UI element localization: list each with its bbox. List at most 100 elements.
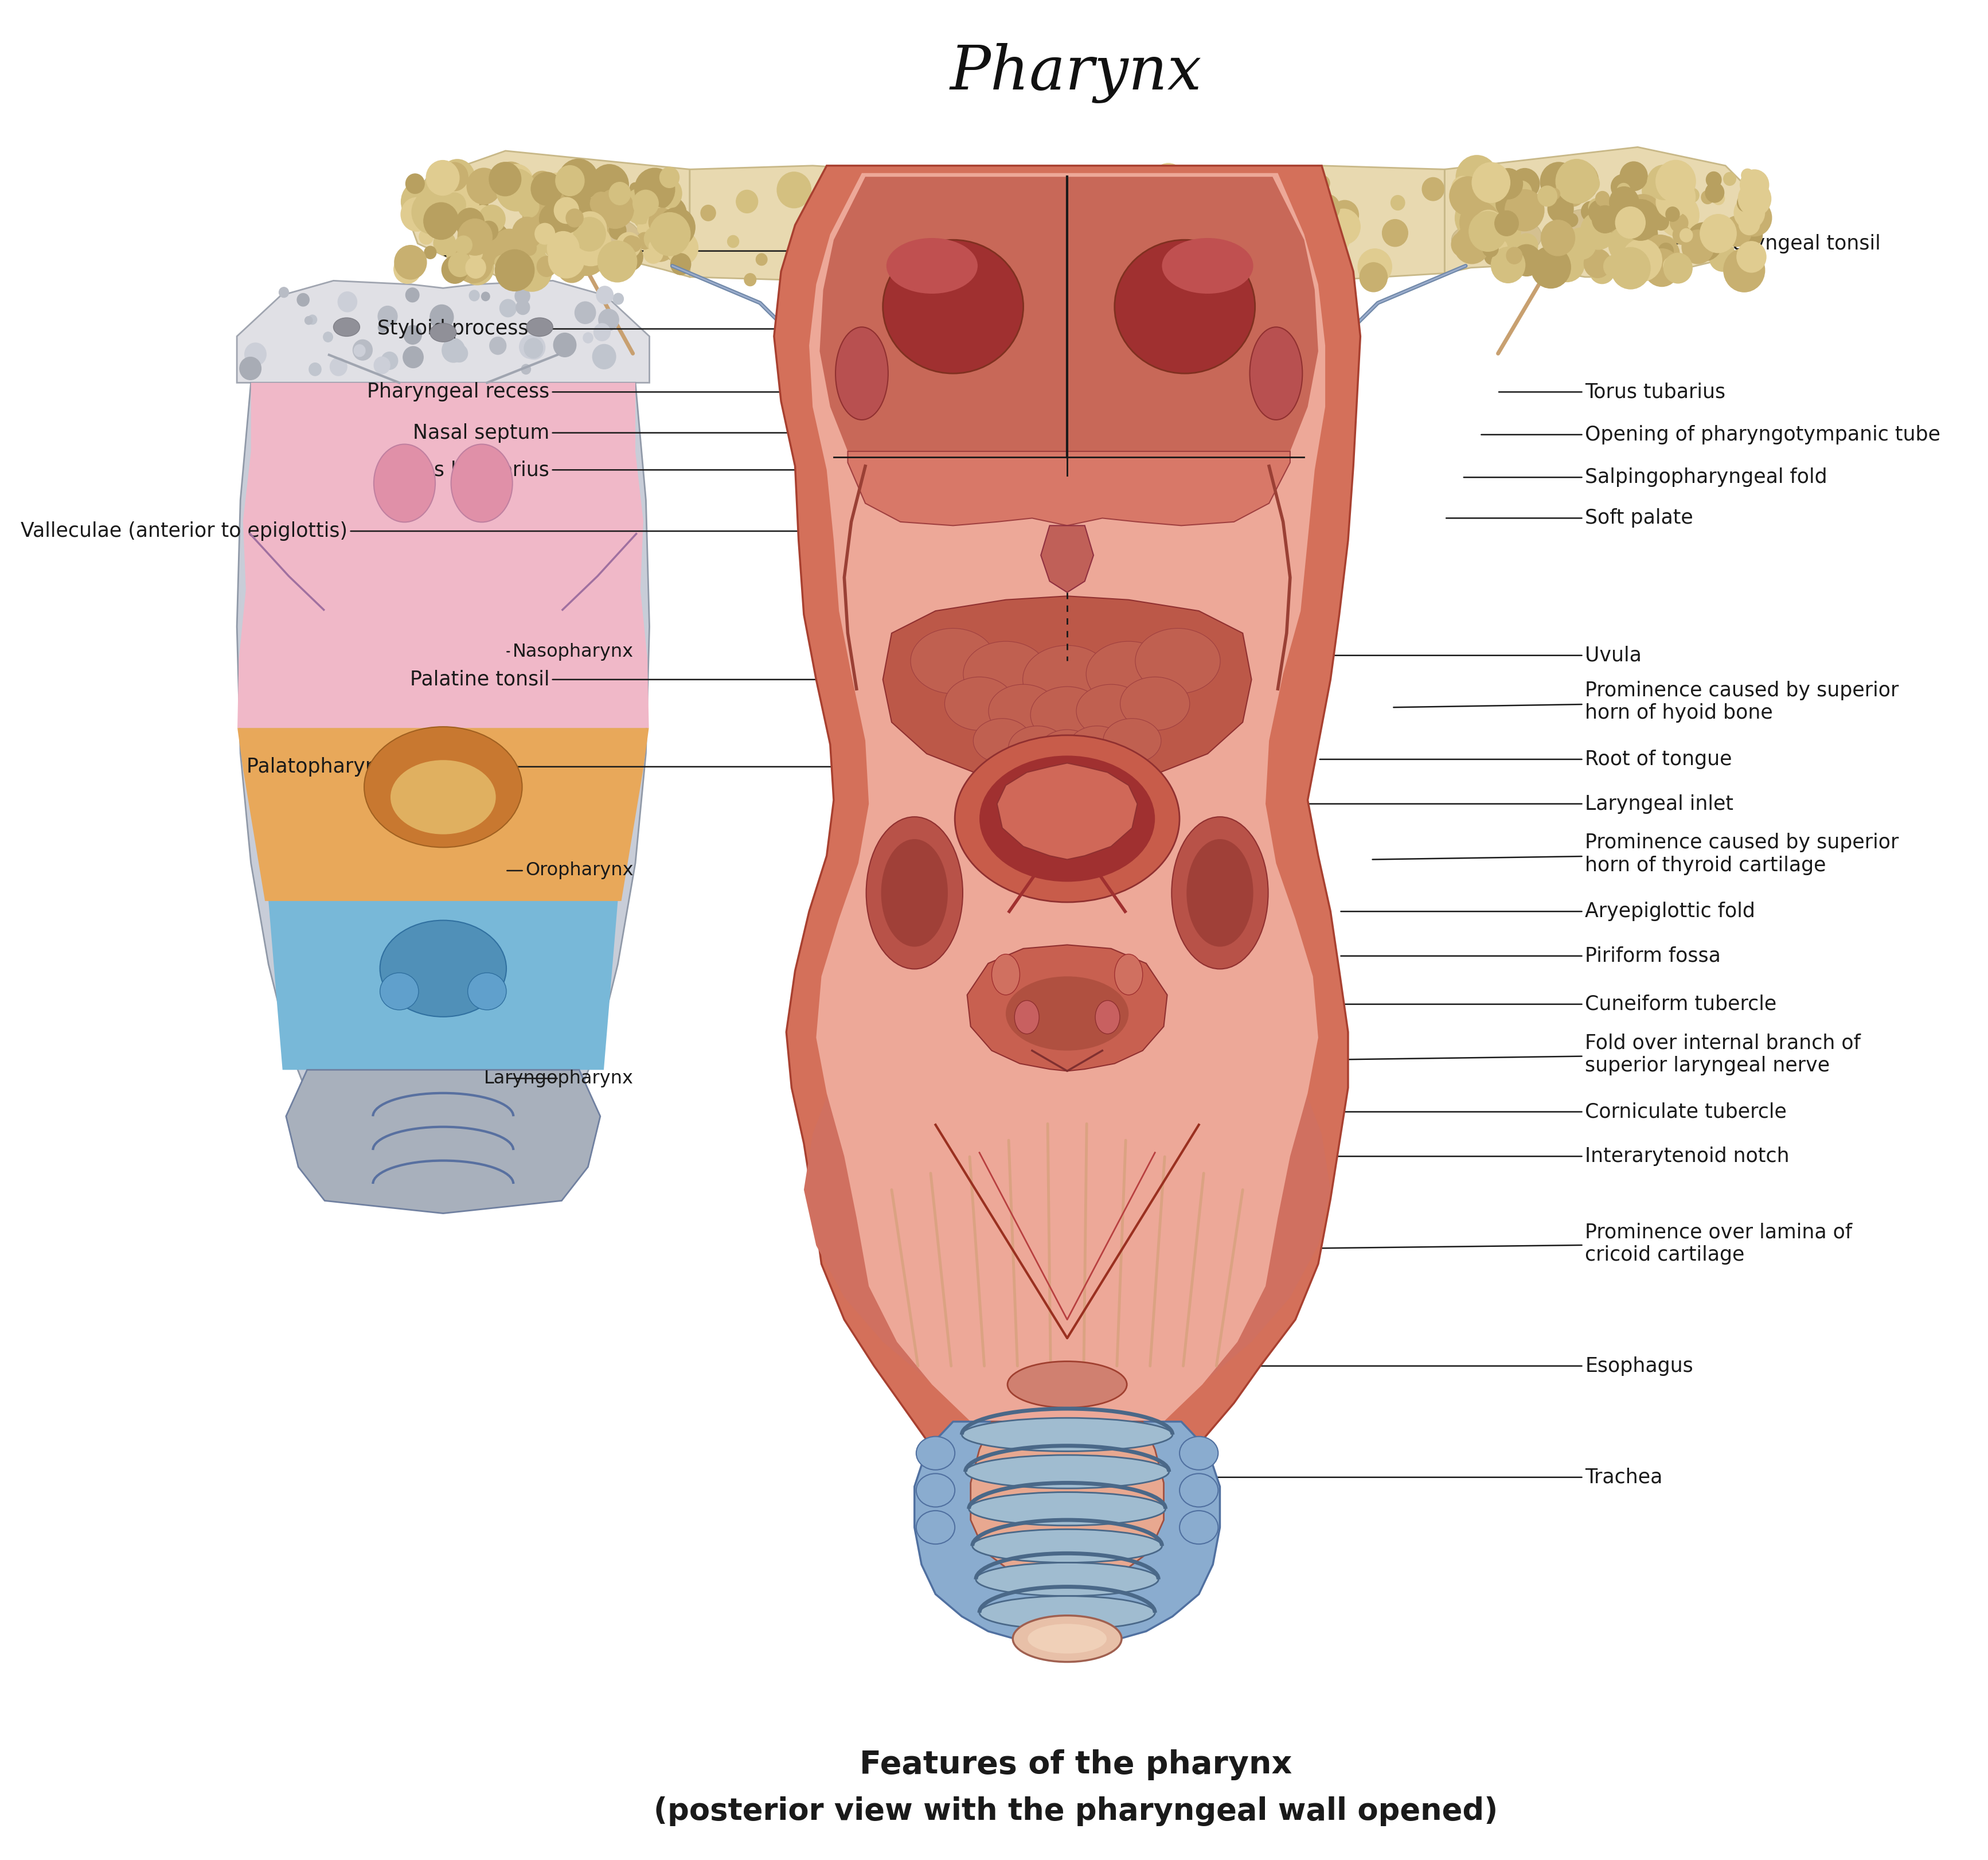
Circle shape bbox=[1541, 219, 1574, 257]
Circle shape bbox=[1260, 264, 1272, 277]
Text: Root of tongue: Root of tongue bbox=[1320, 750, 1732, 768]
Circle shape bbox=[638, 221, 650, 234]
Text: Valleculae (anterior to epiglottis): Valleculae (anterior to epiglottis) bbox=[20, 521, 938, 541]
Circle shape bbox=[1740, 223, 1763, 247]
Ellipse shape bbox=[1103, 718, 1161, 763]
Circle shape bbox=[1147, 177, 1173, 205]
Polygon shape bbox=[996, 763, 1137, 859]
Circle shape bbox=[666, 231, 698, 264]
Circle shape bbox=[1473, 210, 1503, 242]
Circle shape bbox=[1664, 253, 1692, 283]
Text: Prominence caused by superior
horn of thyroid cartilage: Prominence caused by superior horn of th… bbox=[1372, 833, 1899, 874]
Ellipse shape bbox=[1179, 1436, 1219, 1469]
Circle shape bbox=[1541, 162, 1576, 201]
Circle shape bbox=[557, 225, 569, 240]
Circle shape bbox=[825, 240, 843, 260]
Circle shape bbox=[1493, 240, 1513, 260]
Circle shape bbox=[419, 229, 433, 244]
Circle shape bbox=[412, 190, 453, 234]
Circle shape bbox=[590, 164, 628, 205]
Circle shape bbox=[467, 232, 487, 253]
Circle shape bbox=[459, 227, 501, 270]
Circle shape bbox=[1499, 255, 1515, 270]
Circle shape bbox=[483, 249, 495, 260]
Circle shape bbox=[571, 192, 596, 219]
Circle shape bbox=[1473, 197, 1485, 210]
Circle shape bbox=[728, 236, 740, 247]
Circle shape bbox=[1706, 171, 1722, 188]
Circle shape bbox=[594, 324, 610, 340]
Polygon shape bbox=[406, 151, 690, 281]
Circle shape bbox=[489, 337, 507, 355]
Circle shape bbox=[1666, 195, 1682, 212]
Circle shape bbox=[573, 218, 606, 251]
Circle shape bbox=[1197, 260, 1223, 290]
Circle shape bbox=[1598, 197, 1632, 232]
Ellipse shape bbox=[972, 1529, 1161, 1562]
Circle shape bbox=[1278, 212, 1304, 240]
Polygon shape bbox=[970, 1421, 1163, 1579]
Circle shape bbox=[1724, 249, 1765, 292]
Text: Torus levatorius: Torus levatorius bbox=[392, 459, 934, 480]
Circle shape bbox=[1658, 244, 1674, 259]
Polygon shape bbox=[237, 383, 650, 1202]
Circle shape bbox=[650, 212, 690, 257]
Circle shape bbox=[1314, 195, 1340, 221]
Circle shape bbox=[245, 342, 266, 366]
Ellipse shape bbox=[976, 1562, 1159, 1596]
Circle shape bbox=[278, 286, 288, 298]
Polygon shape bbox=[268, 900, 618, 1069]
Circle shape bbox=[1553, 177, 1569, 193]
Circle shape bbox=[1584, 221, 1604, 242]
Circle shape bbox=[1724, 216, 1751, 247]
Circle shape bbox=[451, 344, 467, 363]
Circle shape bbox=[596, 190, 634, 229]
Circle shape bbox=[495, 255, 509, 270]
Circle shape bbox=[406, 288, 419, 301]
Ellipse shape bbox=[380, 973, 419, 1010]
Ellipse shape bbox=[916, 1473, 954, 1507]
Circle shape bbox=[865, 180, 895, 214]
Circle shape bbox=[489, 169, 511, 192]
Circle shape bbox=[1549, 188, 1561, 199]
Ellipse shape bbox=[1495, 219, 1541, 253]
Text: Fold over internal branch of
superior laryngeal nerve: Fold over internal branch of superior la… bbox=[1320, 1034, 1861, 1075]
Circle shape bbox=[592, 223, 608, 240]
Circle shape bbox=[547, 231, 579, 266]
Circle shape bbox=[1032, 177, 1064, 208]
Circle shape bbox=[499, 186, 521, 208]
Ellipse shape bbox=[916, 1510, 954, 1544]
Circle shape bbox=[1642, 171, 1680, 210]
Circle shape bbox=[652, 177, 682, 210]
Circle shape bbox=[1119, 166, 1145, 192]
Circle shape bbox=[523, 242, 537, 255]
Ellipse shape bbox=[1006, 977, 1129, 1051]
Circle shape bbox=[1511, 244, 1541, 275]
Ellipse shape bbox=[364, 727, 523, 848]
Circle shape bbox=[596, 286, 612, 303]
Circle shape bbox=[469, 290, 479, 301]
Circle shape bbox=[567, 221, 580, 236]
Circle shape bbox=[994, 249, 1026, 285]
Circle shape bbox=[1070, 201, 1097, 229]
Text: Laryngopharynx: Laryngopharynx bbox=[483, 1070, 634, 1088]
Ellipse shape bbox=[1028, 1624, 1107, 1654]
Circle shape bbox=[1644, 249, 1680, 286]
Circle shape bbox=[1656, 171, 1682, 199]
Circle shape bbox=[429, 305, 453, 329]
Circle shape bbox=[648, 240, 660, 253]
Circle shape bbox=[1616, 206, 1646, 238]
Circle shape bbox=[531, 171, 555, 197]
Circle shape bbox=[801, 232, 815, 246]
Circle shape bbox=[573, 212, 606, 247]
Ellipse shape bbox=[964, 642, 1048, 707]
Circle shape bbox=[571, 223, 610, 266]
Circle shape bbox=[1213, 180, 1246, 218]
Circle shape bbox=[433, 231, 455, 255]
Circle shape bbox=[1648, 166, 1680, 199]
Circle shape bbox=[557, 251, 586, 283]
Circle shape bbox=[419, 199, 441, 223]
Circle shape bbox=[497, 169, 537, 210]
Circle shape bbox=[630, 182, 640, 193]
Circle shape bbox=[575, 301, 596, 324]
